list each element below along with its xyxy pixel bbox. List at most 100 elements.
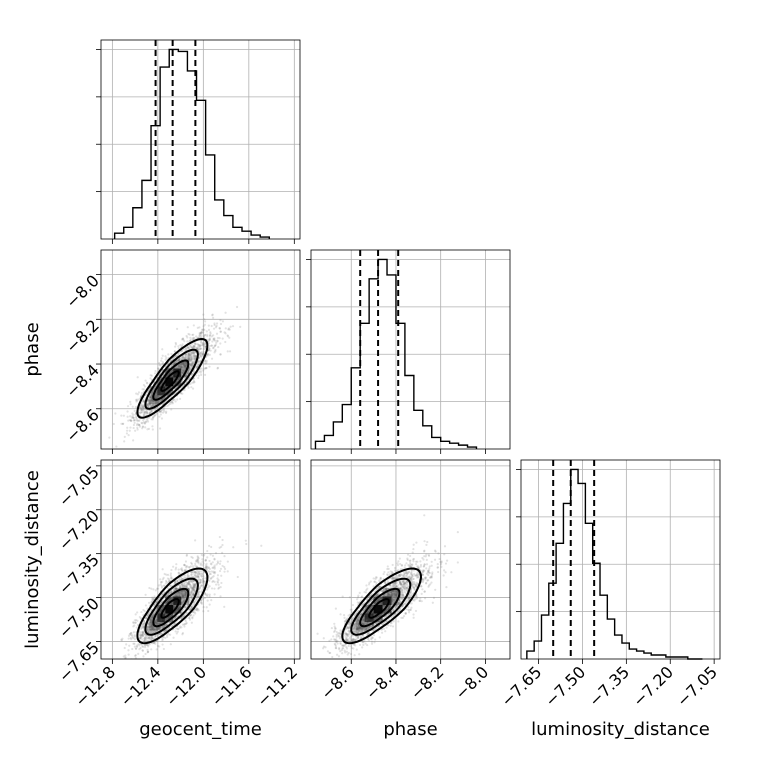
sample-point bbox=[175, 609, 178, 613]
sample-point bbox=[186, 587, 189, 590]
sample-point bbox=[122, 422, 125, 425]
sample-point bbox=[191, 617, 194, 620]
sample-point bbox=[197, 576, 200, 579]
sample-point bbox=[196, 609, 199, 612]
sample-point bbox=[149, 402, 152, 405]
sample-point bbox=[145, 392, 148, 395]
sample-point bbox=[180, 584, 183, 587]
sample-point bbox=[217, 586, 221, 589]
sample-point bbox=[192, 354, 195, 357]
sample-point bbox=[180, 350, 184, 353]
sample-point bbox=[146, 412, 149, 415]
sample-point bbox=[167, 616, 170, 619]
sample-point bbox=[198, 581, 202, 585]
sample-point bbox=[161, 568, 164, 571]
sample-point bbox=[208, 603, 211, 606]
sample-point bbox=[150, 410, 153, 413]
sample-point bbox=[208, 544, 211, 547]
sample-point bbox=[184, 593, 187, 596]
sample-point bbox=[147, 389, 150, 392]
sample-point bbox=[188, 616, 191, 619]
sample-point bbox=[194, 582, 197, 586]
sample-point bbox=[177, 607, 180, 610]
sample-point bbox=[183, 614, 186, 617]
sample-point bbox=[202, 554, 205, 557]
sample-point bbox=[201, 342, 205, 345]
sample-point bbox=[156, 395, 159, 398]
sample-point bbox=[124, 657, 127, 659]
sample-point bbox=[182, 356, 185, 359]
sample-point bbox=[195, 598, 198, 601]
sample-point bbox=[134, 656, 137, 659]
sample-point bbox=[198, 578, 201, 581]
sample-point bbox=[149, 629, 152, 632]
sample-point bbox=[170, 359, 173, 362]
sample-point bbox=[164, 355, 167, 358]
sample-point bbox=[174, 345, 177, 348]
sample-point bbox=[203, 345, 206, 348]
sample-point bbox=[185, 564, 188, 568]
sample-point bbox=[181, 593, 184, 596]
sample-point bbox=[156, 401, 160, 404]
sample-point bbox=[190, 346, 193, 349]
sample-point bbox=[134, 405, 137, 409]
sample-point bbox=[191, 357, 194, 360]
sample-point bbox=[144, 412, 147, 415]
sample-point bbox=[177, 593, 180, 596]
sample-point bbox=[139, 634, 142, 638]
sample-point bbox=[155, 621, 158, 624]
sample-point bbox=[178, 357, 181, 360]
sample-point bbox=[170, 375, 173, 378]
sample-point bbox=[146, 390, 150, 393]
sample-point bbox=[140, 630, 144, 633]
sample-point bbox=[155, 648, 158, 651]
sample-point bbox=[173, 356, 176, 359]
sample-point bbox=[173, 377, 176, 381]
sample-point bbox=[203, 333, 207, 336]
sample-point bbox=[135, 392, 138, 395]
sample-point bbox=[196, 556, 200, 559]
sample-point bbox=[187, 355, 190, 358]
sample-point bbox=[155, 600, 158, 604]
sample-point bbox=[164, 629, 167, 632]
sample-point bbox=[182, 595, 186, 598]
sample-point bbox=[127, 419, 130, 422]
sample-point bbox=[204, 362, 207, 365]
sample-point bbox=[156, 401, 159, 405]
sample-point bbox=[159, 595, 162, 598]
sample-point bbox=[167, 627, 170, 630]
sample-point bbox=[183, 364, 186, 367]
sample-point bbox=[151, 631, 155, 634]
sample-point bbox=[169, 615, 172, 618]
sample-point bbox=[189, 367, 192, 371]
sample-point bbox=[209, 572, 212, 576]
sample-point bbox=[114, 412, 117, 415]
sample-point bbox=[151, 616, 154, 619]
sample-point bbox=[200, 583, 203, 587]
sample-point bbox=[190, 357, 194, 361]
sample-point bbox=[140, 408, 143, 411]
sample-point bbox=[188, 608, 191, 611]
sample-point bbox=[173, 582, 176, 585]
sample-point bbox=[151, 391, 154, 394]
sample-point bbox=[150, 418, 153, 421]
sample-point bbox=[207, 347, 211, 350]
sample-point bbox=[187, 581, 190, 584]
sample-point bbox=[190, 351, 194, 354]
sample-point bbox=[151, 626, 155, 629]
sample-point bbox=[176, 579, 179, 582]
sample-point bbox=[184, 576, 187, 579]
sample-point bbox=[182, 338, 185, 341]
sample-point bbox=[206, 556, 209, 559]
sample-point bbox=[153, 396, 157, 399]
sample-point bbox=[135, 618, 138, 622]
sample-point bbox=[190, 573, 193, 576]
sample-point bbox=[154, 630, 158, 633]
sample-point bbox=[196, 578, 200, 581]
sample-point bbox=[141, 405, 144, 409]
sample-point bbox=[188, 587, 191, 590]
sample-point bbox=[208, 585, 211, 588]
sample-point bbox=[173, 616, 177, 619]
sample-point bbox=[219, 342, 222, 345]
sample-point bbox=[194, 539, 197, 542]
